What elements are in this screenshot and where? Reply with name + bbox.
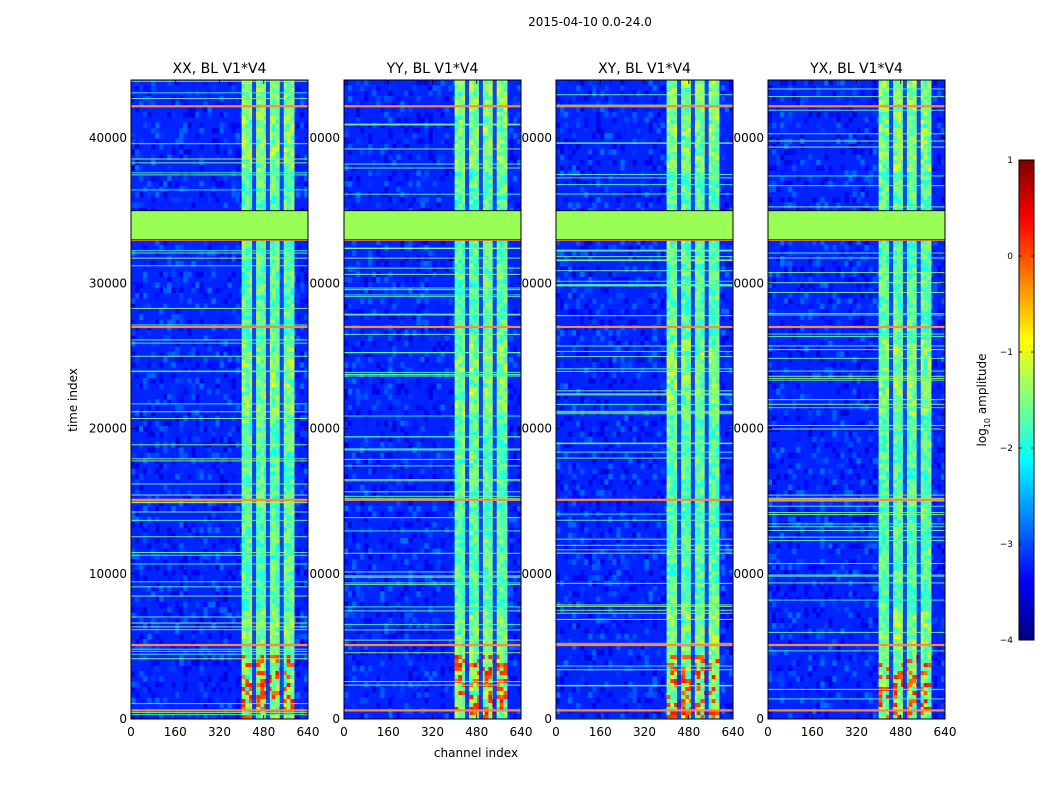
y-tick-label: 0000 — [521, 276, 552, 290]
x-tick-label: 160 — [377, 725, 400, 739]
colorbar-label: log10 amplitude — [975, 354, 992, 447]
panel-title: YX, BL V1*V4 — [809, 61, 903, 77]
panel-title: YY, BL V1*V4 — [386, 61, 479, 77]
colorbar-tick-label: 1 — [1007, 156, 1013, 166]
x-tick-label: 0 — [127, 725, 135, 739]
heatmap-image — [768, 80, 945, 719]
y-tick-label: 0 — [544, 712, 552, 726]
heatmap-image — [556, 80, 733, 719]
heatmap-panel: XX, BL V1*V4 0 160 320 480 640 0 10000 20000 3000… — [89, 61, 320, 739]
heatmap-panel: XY, BL V1*V40 160 320 480 640000000000000000… — [521, 61, 744, 739]
x-tick-label: 640 — [297, 725, 320, 739]
colorbar: −4 −3 −2 −1 0 1 log10 amplitude — [975, 156, 1035, 646]
x-tick-label: 0 — [552, 725, 560, 739]
heatmap-panel: YY, BL V1*V40 160 320 480 640000000000000000… — [309, 61, 532, 739]
y-tick-label: 0000 — [733, 567, 764, 581]
colorbar-tick-label: −1 — [1000, 348, 1013, 358]
y-tick-label: 0000 — [733, 422, 764, 436]
y-tick-label: 0000 — [733, 131, 764, 145]
x-tick-label: 640 — [722, 725, 745, 739]
y-tick-label: 40000 — [89, 131, 127, 145]
colorbar-tick-label: −4 — [1000, 636, 1014, 646]
x-tick-label: 0 — [340, 725, 348, 739]
panel-title: XX, BL V1*V4 — [173, 61, 267, 77]
x-tick-label: 160 — [589, 725, 612, 739]
figure-suptitle: 2015-04-10 0.0-24.0 — [528, 15, 652, 29]
heatmap-panels: XX, BL V1*V4 0 160 320 480 640 0 10000 20000 3000… — [89, 61, 957, 739]
y-tick-label: 0000 — [521, 131, 552, 145]
colorbar-tick-label: 0 — [1007, 252, 1013, 262]
x-tick-label: 0 — [764, 725, 772, 739]
x-tick-label: 320 — [633, 725, 656, 739]
y-tick-label: 0000 — [521, 567, 552, 581]
y-tick-label: 0 — [756, 712, 764, 726]
x-tick-label: 480 — [889, 725, 912, 739]
x-tick-label: 320 — [421, 725, 444, 739]
y-tick-label: 10000 — [89, 567, 127, 581]
x-tick-label: 640 — [934, 725, 957, 739]
x-axis-label: channel index — [434, 746, 518, 760]
y-tick-label: 0000 — [309, 422, 340, 436]
panel-title: XY, BL V1*V4 — [598, 61, 691, 77]
x-tick-label: 480 — [677, 725, 700, 739]
x-tick-label: 480 — [252, 725, 275, 739]
heatmap-image — [131, 80, 308, 719]
x-tick-label: 160 — [164, 725, 187, 739]
y-axis-label: time index — [66, 368, 80, 432]
colorbar-tick-label: −2 — [1000, 444, 1013, 454]
y-tick-label: 20000 — [89, 422, 127, 436]
colorbar-gradient — [1018, 159, 1035, 641]
heatmap-image — [344, 80, 521, 719]
x-tick-label: 320 — [208, 725, 231, 739]
x-tick-label: 640 — [510, 725, 533, 739]
y-tick-label: 0 — [119, 712, 127, 726]
x-tick-label: 160 — [801, 725, 824, 739]
y-tick-label: 0000 — [521, 422, 552, 436]
y-tick-label: 0000 — [733, 276, 764, 290]
y-tick-label: 0000 — [309, 276, 340, 290]
y-tick-label: 0 — [332, 712, 340, 726]
heatmap-panel: YX, BL V1*V40 160 320 480 640000000000000000… — [733, 61, 956, 739]
x-tick-label: 480 — [465, 725, 488, 739]
x-tick-label: 320 — [845, 725, 868, 739]
colorbar-tick-label: −3 — [1000, 540, 1013, 550]
y-tick-label: 0000 — [309, 567, 340, 581]
y-tick-label: 0000 — [309, 131, 340, 145]
y-tick-label: 30000 — [89, 276, 127, 290]
